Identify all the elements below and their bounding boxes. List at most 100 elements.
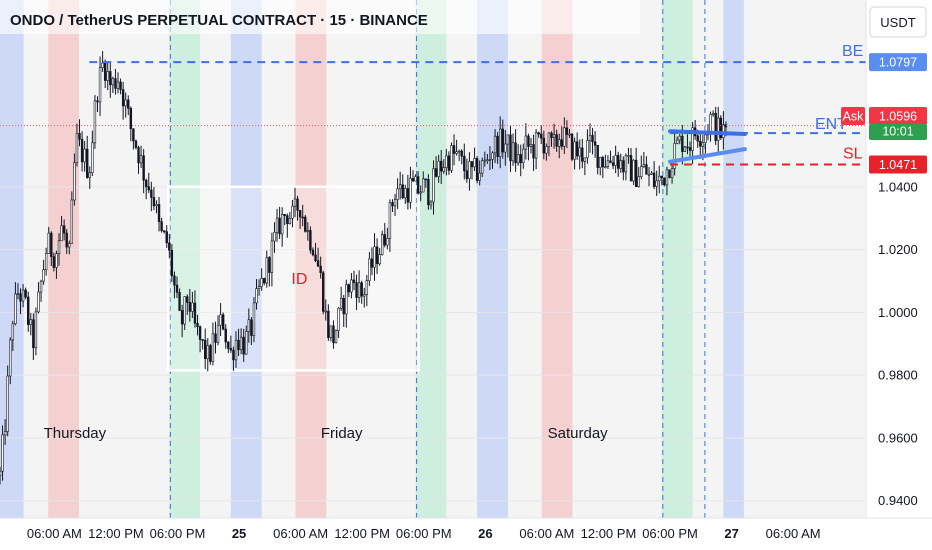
candle-body [363, 295, 365, 297]
candle-37 [94, 95, 96, 149]
candle-body [32, 320, 34, 348]
candle-body [186, 297, 188, 303]
candle-body [9, 340, 11, 376]
candle-body [281, 214, 283, 234]
candle-body [420, 192, 422, 193]
candle-body [607, 161, 609, 167]
candle-body [366, 281, 368, 295]
candle-167 [427, 174, 429, 209]
candle-body [143, 156, 145, 180]
candle-body [610, 161, 612, 163]
candle-body [515, 143, 517, 163]
x-tick-label-5: 12:00 PM [334, 526, 390, 541]
candle-body [79, 133, 81, 139]
candle-body [345, 285, 347, 314]
candle-body [394, 200, 396, 206]
candle-body [145, 180, 147, 187]
candle-body [289, 218, 291, 223]
x-tick-label-1: 12:00 PM [88, 526, 144, 541]
candle-259 [663, 178, 665, 187]
candle-body [510, 135, 512, 161]
candle-body [312, 250, 314, 255]
candle-body [263, 278, 265, 283]
candle-body [4, 431, 6, 434]
candle-body [548, 133, 550, 147]
candle-body [561, 140, 563, 147]
x-tick-label-10: 06:00 PM [642, 526, 698, 541]
candle-121 [309, 226, 311, 253]
candle-body [494, 136, 496, 153]
candle-body [197, 323, 199, 326]
candle-body [502, 129, 504, 152]
candle-body [663, 178, 665, 185]
candle-body [53, 257, 55, 268]
badge-countdown-text: 10:01 [882, 125, 913, 139]
candle-body [227, 342, 229, 348]
candle-body [717, 118, 719, 141]
candle-body [276, 218, 278, 232]
candle-body [443, 168, 445, 172]
candle-body [317, 261, 319, 267]
session-band-6 [477, 0, 508, 518]
candle-body [617, 155, 619, 168]
candle-131 [335, 329, 337, 343]
candle-body [166, 232, 168, 243]
candle-body [99, 68, 101, 102]
candle-body [699, 141, 701, 146]
candle-body [499, 129, 501, 157]
candle-body [461, 151, 463, 156]
candle-body [522, 149, 524, 163]
candle-body [671, 168, 673, 177]
candle-body [584, 158, 586, 162]
candle-body [469, 162, 471, 179]
candle-body [292, 206, 294, 218]
candle-body [463, 156, 465, 171]
candle-body [615, 155, 617, 165]
candle-126 [322, 271, 324, 314]
candle-body [43, 270, 45, 281]
candle-body [168, 243, 170, 250]
candle-body [710, 114, 712, 132]
candle-body [94, 101, 96, 143]
day-label-saturday: Saturday [548, 425, 609, 442]
x-tick-label-3: 25 [232, 526, 246, 541]
candle-body [558, 140, 560, 147]
candle-body [179, 292, 181, 310]
candle-body [399, 185, 401, 189]
x-tick-label-8: 06:00 AM [519, 526, 574, 541]
y-tick-label-0: 1.0400 [878, 179, 918, 194]
candle-body [56, 254, 58, 268]
candle-body [125, 100, 127, 106]
currency-button[interactable]: USDT [870, 7, 926, 37]
candle-body [17, 294, 19, 295]
x-tick-label-6: 06:00 PM [396, 526, 452, 541]
candle-body [687, 147, 689, 148]
candle-body [376, 247, 378, 264]
candle-body [230, 348, 232, 350]
candle-body [158, 204, 160, 221]
candle-267 [684, 146, 686, 152]
candle-body [679, 136, 681, 140]
candle-body [471, 162, 473, 167]
candle-body [307, 230, 309, 231]
candle-body [343, 298, 345, 314]
candle-body [543, 138, 545, 153]
candle-body [163, 231, 165, 232]
candle-body [294, 199, 296, 206]
x-tick-label-12: 06:00 AM [766, 526, 821, 541]
candle-body [286, 216, 288, 224]
day-label-thursday: Thursday [44, 425, 107, 442]
candle-body [371, 259, 373, 267]
candle-body [217, 325, 219, 342]
candle-body [302, 217, 304, 218]
candle-body [117, 82, 119, 88]
candle-body [243, 337, 245, 354]
candle-body [20, 294, 22, 302]
candle-body [386, 238, 388, 245]
level-label-be: BE [842, 43, 863, 60]
candle-body [517, 154, 519, 162]
candle-body [14, 294, 16, 324]
candle-body [458, 151, 460, 152]
